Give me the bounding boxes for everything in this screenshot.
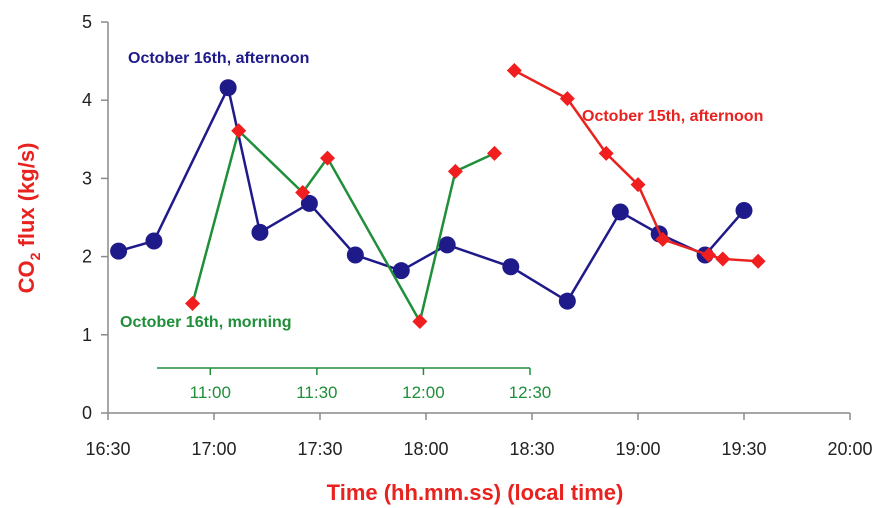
annotation-oct15-afternoon: October 15th, afternoon xyxy=(582,108,763,125)
data-point xyxy=(502,258,520,276)
secondary-x-tick-label: 11:30 xyxy=(296,383,337,402)
x-tick-label: 17:00 xyxy=(191,439,236,459)
data-point xyxy=(185,296,201,312)
data-point xyxy=(251,223,269,241)
data-point xyxy=(655,231,671,247)
data-point xyxy=(715,251,731,267)
series-layer xyxy=(110,62,766,330)
data-point xyxy=(145,232,163,250)
x-tick-label: 16:30 xyxy=(85,439,130,459)
axes xyxy=(107,22,850,414)
data-point xyxy=(701,247,717,263)
data-point xyxy=(611,203,629,221)
data-point xyxy=(486,145,502,161)
annotation-oct16-morning: October 16th, morning xyxy=(120,314,292,331)
y-tick-label: 4 xyxy=(82,90,92,110)
x-axis-title: Time (hh.mm.ss) (local time) xyxy=(327,480,624,505)
data-point xyxy=(320,150,336,166)
data-point xyxy=(231,123,247,139)
data-point xyxy=(295,184,311,200)
series-line xyxy=(513,69,759,263)
y-tick-label: 5 xyxy=(82,12,92,32)
data-point xyxy=(630,177,646,193)
y-axis-ticks: 0 1 2 3 4 5 xyxy=(82,12,108,423)
x-tick-label: 18:30 xyxy=(509,439,554,459)
data-point xyxy=(558,292,576,310)
data-point xyxy=(300,194,318,212)
y-tick-label: 0 xyxy=(82,403,92,423)
secondary-x-tick-label: 12:30 xyxy=(509,383,552,402)
data-point xyxy=(438,236,456,254)
secondary-x-tick-label: 11:00 xyxy=(190,383,231,402)
x-tick-label: 19:30 xyxy=(721,439,766,459)
data-point xyxy=(412,314,428,330)
series-1 xyxy=(185,123,502,330)
series-0 xyxy=(110,79,753,310)
data-point xyxy=(735,201,753,219)
secondary-x-tick-label: 12:00 xyxy=(402,383,445,402)
data-point xyxy=(447,163,463,179)
x-tick-label: 18:00 xyxy=(403,439,448,459)
x-tick-label: 20:00 xyxy=(827,439,872,459)
x-tick-label: 19:00 xyxy=(615,439,660,459)
y-tick-label: 2 xyxy=(82,247,92,267)
data-point xyxy=(559,91,575,107)
data-point xyxy=(750,253,766,269)
data-point xyxy=(219,79,237,97)
series-2 xyxy=(506,62,766,269)
data-point xyxy=(598,145,614,161)
y-axis-title: CO2 flux (kg/s) xyxy=(14,143,43,294)
data-point xyxy=(506,62,522,78)
y-tick-label: 1 xyxy=(82,325,92,345)
annotation-oct16-afternoon: October 16th, afternoon xyxy=(128,50,309,67)
y-tick-label: 3 xyxy=(82,168,92,188)
x-axis-ticks: 16:30 17:00 17:30 18:00 18:30 19:00 19:30 20:00 xyxy=(85,413,873,459)
data-point xyxy=(110,242,128,260)
data-point xyxy=(346,246,364,264)
series-line xyxy=(191,128,495,325)
secondary-x-axis-ticks: 11:00 11:30 12:00 12:30 xyxy=(190,368,552,402)
data-point xyxy=(392,262,410,280)
x-tick-label: 17:30 xyxy=(297,439,342,459)
